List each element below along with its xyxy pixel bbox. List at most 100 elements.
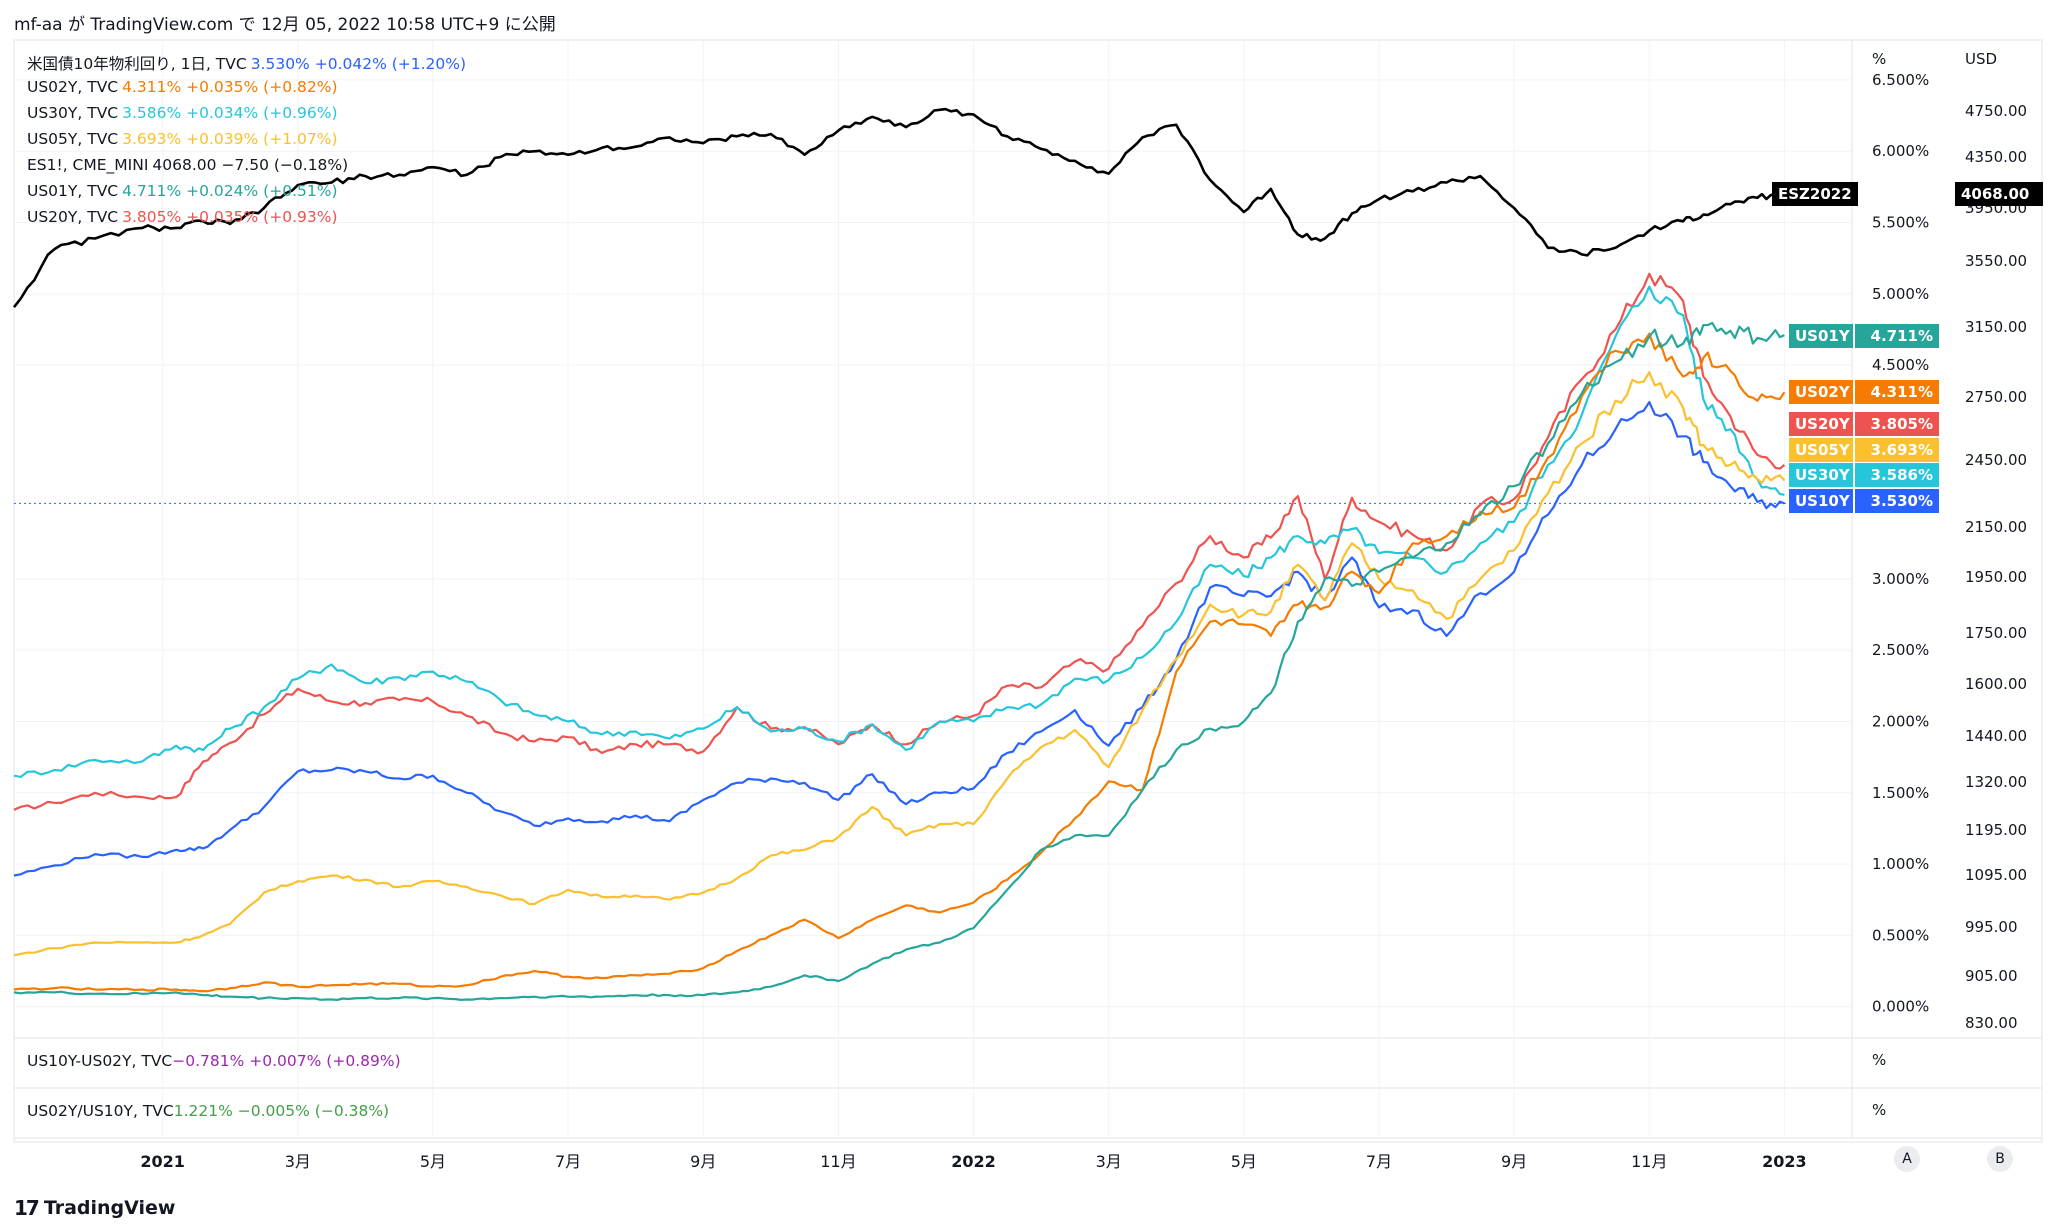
sub-pane-unit: % xyxy=(1872,1101,1886,1119)
series-value-badge: 4.311% xyxy=(1855,380,1939,404)
legend-symbol: ES1!, CME_MINI xyxy=(27,156,149,174)
usd-tick-label: 3550.00 xyxy=(1965,252,2027,270)
legend-values: −0.781% +0.007% (+0.89%) xyxy=(172,1052,401,1070)
x-tick-label: 9月 xyxy=(690,1152,716,1171)
x-tick-label: 7月 xyxy=(1366,1152,1392,1171)
es-label-badge: ESZ2022 xyxy=(1772,182,1858,206)
series-value-badge: 3.530% xyxy=(1855,489,1939,513)
usd-tick-label: 905.00 xyxy=(1965,967,2018,985)
pct-tick-label: 0.000% xyxy=(1872,998,1929,1016)
series-label-badge: US01Y xyxy=(1789,324,1853,348)
legend-symbol: US02Y/US10Y, TVC xyxy=(27,1102,174,1120)
footer-brand: TradingView xyxy=(43,1197,176,1219)
usd-tick-label: 1195.00 xyxy=(1965,821,2027,839)
usd-tick-label: 4750.00 xyxy=(1965,102,2027,120)
legend-symbol: US02Y, TVC xyxy=(27,78,119,96)
series-value-badge: 4.711% xyxy=(1855,324,1939,348)
x-tick-label: 2023 xyxy=(1762,1152,1807,1171)
legend-row[interactable]: ES1!, CME_MINI 4068.00 −7.50 (−0.18%) xyxy=(27,156,352,174)
series-label-badge: US30Y xyxy=(1789,463,1853,487)
usd-tick-label: 1320.00 xyxy=(1965,773,2027,791)
legend-values: 3.693% +0.039% (+1.07%) xyxy=(122,130,338,148)
legend-symbol: 米国債10年物利回り, 1日, TVC xyxy=(27,55,247,73)
pct-tick-label: 2.500% xyxy=(1872,641,1929,659)
pct-tick-label: 1.500% xyxy=(1872,784,1929,802)
x-tick-label: 11月 xyxy=(820,1152,856,1171)
usd-tick-label: 1600.00 xyxy=(1965,675,2027,693)
tradingview-logo-icon: 17 xyxy=(14,1196,40,1220)
x-tick-label: 2022 xyxy=(951,1152,996,1171)
pct-tick-label: 5.000% xyxy=(1872,285,1929,303)
series-line-us05y[interactable] xyxy=(13,371,1786,957)
usd-tick-label: 1950.00 xyxy=(1965,568,2027,586)
series-label-badge: US05Y xyxy=(1789,438,1853,462)
legend-symbol: US20Y, TVC xyxy=(27,208,119,226)
series-line-us01y[interactable] xyxy=(13,321,1785,1002)
pct-axis-unit: % xyxy=(1872,50,1886,68)
series-value-badge: 3.586% xyxy=(1855,463,1939,487)
pct-tick-label: 3.000% xyxy=(1872,570,1929,588)
legend-values: 4.711% +0.024% (+0.51%) xyxy=(122,182,338,200)
series-value-badge: 3.693% xyxy=(1855,438,1939,462)
legend-values: 3.530% +0.042% (+1.20%) xyxy=(250,55,467,73)
pct-tick-label: 1.000% xyxy=(1872,855,1929,873)
auto-scale-button[interactable]: A xyxy=(1894,1146,1920,1172)
series-line-esz2022[interactable] xyxy=(12,107,1785,309)
legend-values: 4068.00 −7.50 (−0.18%) xyxy=(152,156,349,174)
legend-values: 4.311% +0.035% (+0.82%) xyxy=(122,78,338,96)
pct-tick-label: 6.500% xyxy=(1872,71,1929,89)
series-line-us02y[interactable] xyxy=(13,332,1786,993)
pct-tick-label: 6.000% xyxy=(1872,142,1929,160)
legend-values: 1.221% −0.005% (−0.38%) xyxy=(173,1102,390,1120)
legend-values: 3.586% +0.034% (+0.96%) xyxy=(122,104,338,122)
usd-tick-label: 2450.00 xyxy=(1965,451,2027,469)
legend-row[interactable]: US20Y, TVC 3.805% +0.035% (+0.93%) xyxy=(27,208,342,226)
pct-tick-label: 2.000% xyxy=(1872,712,1929,730)
legend-row[interactable]: 米国債10年物利回り, 1日, TVC 3.530% +0.042% (+1.20… xyxy=(27,52,470,74)
usd-tick-label: 830.00 xyxy=(1965,1014,2018,1032)
legend-symbol: US30Y, TVC xyxy=(27,104,119,122)
x-tick-label: 5月 xyxy=(420,1152,446,1171)
legend-symbol: US01Y, TVC xyxy=(27,182,119,200)
usd-tick-label: 1095.00 xyxy=(1965,866,2027,884)
usd-tick-label: 1750.00 xyxy=(1965,624,2027,642)
legend-row[interactable]: US30Y, TVC 3.586% +0.034% (+0.96%) xyxy=(27,104,342,122)
sub-pane-unit: % xyxy=(1872,1051,1886,1069)
tradingview-footer[interactable]: 17 TradingView xyxy=(14,1196,175,1220)
series-label-badge: US02Y xyxy=(1789,380,1853,404)
pct-tick-label: 0.500% xyxy=(1872,926,1929,944)
x-tick-label: 11月 xyxy=(1631,1152,1667,1171)
usd-axis-unit: USD xyxy=(1965,50,1997,68)
legend-row[interactable]: US05Y, TVC 3.693% +0.039% (+1.07%) xyxy=(27,130,342,148)
series-label-badge: US10Y xyxy=(1789,489,1853,513)
legend-row[interactable]: US01Y, TVC 4.711% +0.024% (+0.51%) xyxy=(27,182,342,200)
scale-b-button[interactable]: B xyxy=(1987,1146,2013,1172)
usd-tick-label: 4350.00 xyxy=(1965,148,2027,166)
usd-tick-label: 995.00 xyxy=(1965,918,2018,936)
series-line-us10y[interactable] xyxy=(13,401,1785,877)
sub-pane-legend-row[interactable]: US02Y/US10Y, TVC1.221% −0.005% (−0.38%) xyxy=(27,1102,389,1120)
x-tick-label: 2021 xyxy=(140,1152,185,1171)
series-line-us20y[interactable] xyxy=(13,272,1786,811)
usd-tick-label: 2750.00 xyxy=(1965,388,2027,406)
x-tick-label: 9月 xyxy=(1501,1152,1527,1171)
pct-tick-label: 4.500% xyxy=(1872,356,1929,374)
sub-pane-legend-row[interactable]: US10Y-US02Y, TVC−0.781% +0.007% (+0.89%) xyxy=(27,1052,401,1070)
legend-values: 3.805% +0.035% (+0.93%) xyxy=(122,208,338,226)
legend-row[interactable]: US02Y, TVC 4.311% +0.035% (+0.82%) xyxy=(27,78,342,96)
usd-tick-label: 2150.00 xyxy=(1965,518,2027,536)
legend-symbol: US05Y, TVC xyxy=(27,130,119,148)
x-tick-label: 7月 xyxy=(555,1152,581,1171)
series-value-badge: 3.805% xyxy=(1855,412,1939,436)
pct-tick-label: 5.500% xyxy=(1872,213,1929,231)
publish-header: mf-aa が TradingView.com で 12月 05, 2022 1… xyxy=(14,15,556,35)
chart-frame xyxy=(13,39,2043,1143)
x-tick-label: 3月 xyxy=(285,1152,311,1171)
usd-tick-label: 3150.00 xyxy=(1965,318,2027,336)
es-value-badge: 4068.00 xyxy=(1955,182,2043,206)
legend-symbol: US10Y-US02Y, TVC xyxy=(27,1052,173,1070)
x-tick-label: 5月 xyxy=(1231,1152,1257,1171)
series-label-badge: US20Y xyxy=(1789,412,1853,436)
series-line-us30y[interactable] xyxy=(13,285,1785,779)
